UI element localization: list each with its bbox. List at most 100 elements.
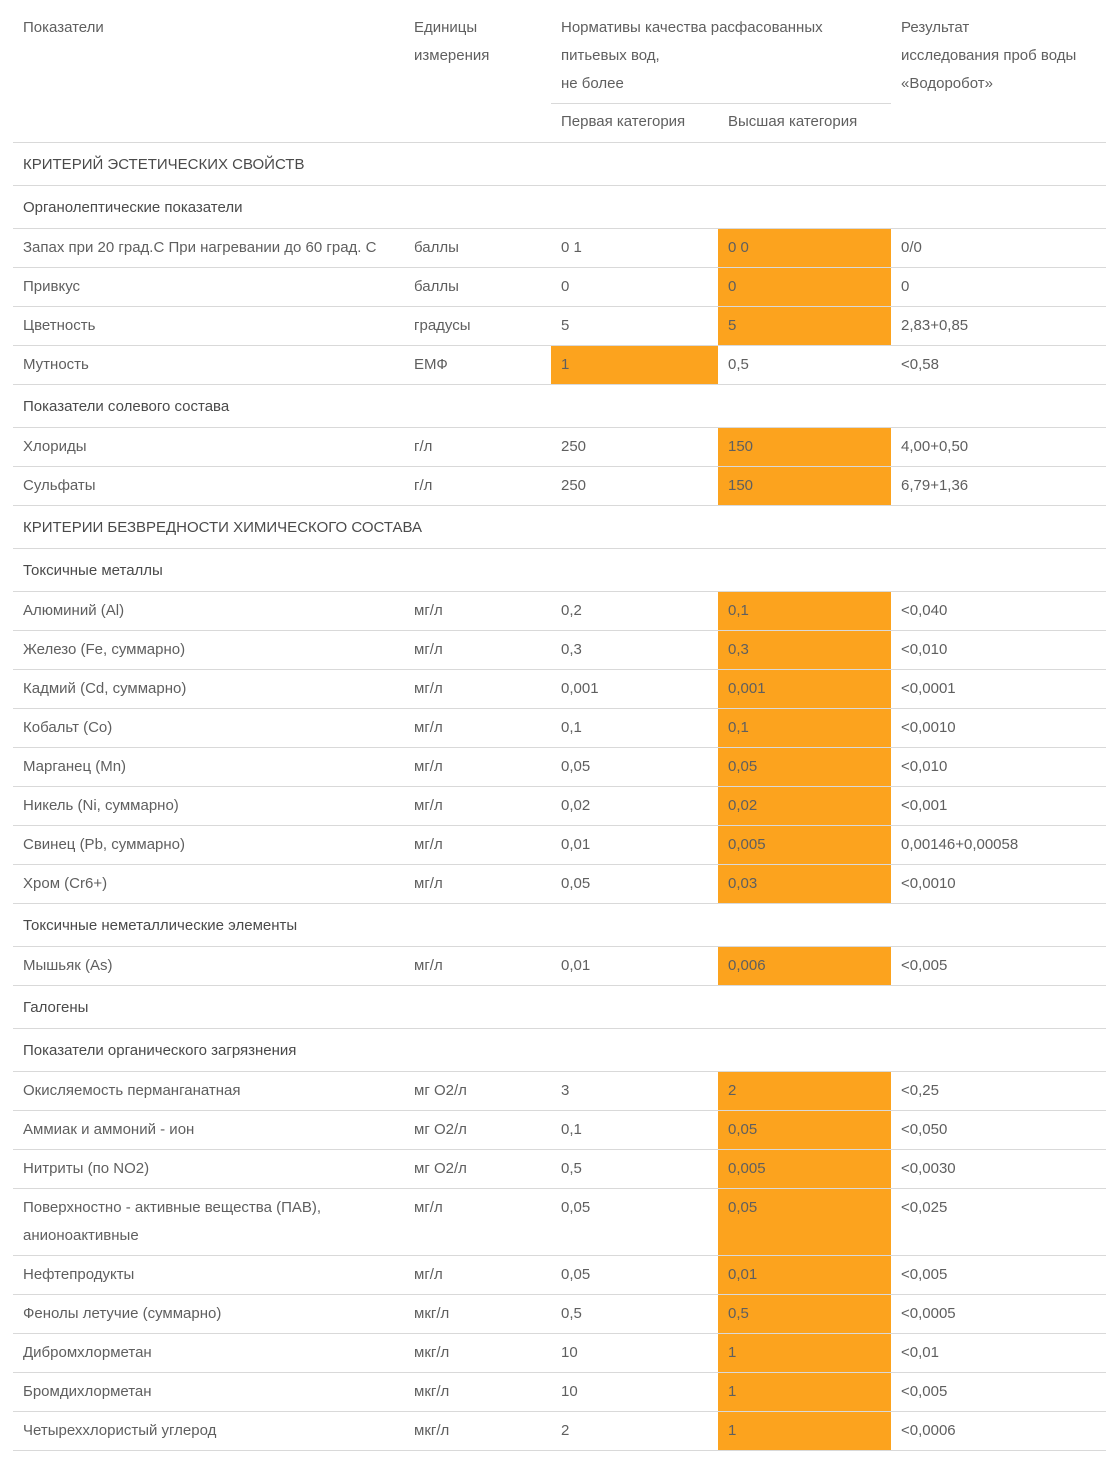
row-first-category: 0,02 — [561, 797, 591, 814]
row-unit: г/л — [414, 438, 433, 455]
row-high-category: 0,03 — [718, 865, 891, 903]
row-unit: мг О2/л — [414, 1121, 467, 1138]
row-unit: мг/л — [414, 875, 443, 892]
row-unit: мкг/л — [414, 1422, 450, 1439]
row-result: 4,00+0,50 — [901, 438, 969, 455]
row-first-category: 0 1 — [561, 239, 582, 256]
table-row: Запах при 20 град.С При нагревании до 60… — [13, 229, 1106, 268]
row-unit: мкг/л — [414, 1344, 450, 1361]
table-row: Железо (Fe, суммарно) мг/л 0,3 0,3 <0,010 — [13, 631, 1106, 670]
row-unit: мг/л — [414, 797, 443, 814]
section-heading: КРИТЕРИЙ ЭСТЕТИЧЕСКИХ СВОЙСТВ — [23, 156, 305, 173]
subsection-heading: Токсичные металлы — [23, 562, 163, 579]
table-row: Алюминий (Al) мг/л 0,2 0,1 <0,040 — [13, 592, 1106, 631]
water-quality-table: Показатели Единицы измерения Нормативы к… — [13, 0, 1106, 1451]
row-high-category: 0,006 — [718, 947, 891, 985]
subsection-heading-row: Показатели солевого состава — [13, 385, 1106, 428]
row-high-category: 0,05 — [718, 748, 891, 786]
row-first-category: 250 — [561, 438, 587, 455]
row-result: <0,25 — [901, 1082, 939, 1099]
row-result: 0 — [901, 278, 910, 295]
row-unit: градусы — [414, 317, 471, 334]
row-unit: мг/л — [414, 836, 443, 853]
table-row: Четыреххлористый углерод мкг/л 2 1 <0,0006 — [13, 1412, 1106, 1451]
row-high-category: 0,1 — [718, 592, 891, 630]
table-row: Нефтепродукты мг/л 0,05 0,01 <0,005 — [13, 1256, 1106, 1295]
row-unit: мг О2/л — [414, 1082, 467, 1099]
row-result: 0/0 — [901, 239, 922, 256]
table-row: Хлориды г/л 250 150 4,00+0,50 — [13, 428, 1106, 467]
row-name: Сульфаты — [23, 477, 96, 494]
row-first-category: 2 — [561, 1422, 570, 1439]
row-high-category: 0,02 — [718, 787, 891, 825]
header-unit-line2: измерения — [414, 47, 490, 64]
row-result: 6,79+1,36 — [901, 477, 969, 494]
row-result: <0,0005 — [901, 1305, 956, 1322]
row-result: <0,010 — [901, 758, 948, 775]
row-high-category: 0,3 — [718, 631, 891, 669]
row-result: <0,0006 — [901, 1422, 956, 1439]
header-high-category: Высшая категория — [728, 113, 858, 130]
row-high-category: 0,01 — [718, 1256, 891, 1294]
row-high-category: 1 — [718, 1334, 891, 1372]
header-divider — [551, 103, 891, 104]
subsection-heading: Показатели органического загрязнения — [23, 1042, 297, 1059]
row-name: Нитриты (по NO2) — [23, 1160, 150, 1177]
row-high-category: 2 — [718, 1072, 891, 1110]
subsection-heading-row: Показатели органического загрязнения — [13, 1029, 1106, 1072]
header-name-text: Показатели — [23, 19, 104, 36]
row-first-category: 0,5 — [561, 1305, 582, 1322]
row-high-category: 150 — [718, 428, 891, 466]
row-result: <0,0001 — [901, 680, 956, 697]
table-row: Кадмий (Cd, суммарно) мг/л 0,001 0,001 <0,00… — [13, 670, 1106, 709]
table-row: Мышьяк (As) мг/л 0,01 0,006 <0,005 — [13, 947, 1106, 986]
header-name: Показатели — [13, 0, 404, 142]
row-first-category: 10 — [561, 1383, 578, 1400]
row-name: Фенолы летучие (суммарно) — [23, 1305, 222, 1322]
row-result: <0,58 — [901, 356, 939, 373]
table-row: Привкус баллы 0 0 0 — [13, 268, 1106, 307]
row-result: <0,040 — [901, 602, 948, 619]
row-high-category: 1 — [718, 1373, 891, 1411]
row-result: <0,050 — [901, 1121, 948, 1138]
row-high-category: 0,005 — [718, 826, 891, 864]
subsection-heading: Галогены — [23, 999, 89, 1016]
row-high-category: 0,1 — [718, 709, 891, 747]
table-row: Марганец (Mn) мг/л 0,05 0,05 <0,010 — [13, 748, 1106, 787]
row-first-category: 0,2 — [561, 602, 582, 619]
row-high-category: 0,001 — [718, 670, 891, 708]
row-name: Мутность — [23, 356, 89, 373]
row-first-category: 3 — [561, 1082, 570, 1099]
row-unit: мг/л — [414, 1266, 443, 1283]
table-header: Показатели Единицы измерения Нормативы к… — [13, 0, 1106, 143]
row-name: Железо (Fe, суммарно) — [23, 641, 186, 658]
row-unit: г/л — [414, 477, 433, 494]
row-unit: баллы — [414, 239, 459, 256]
row-first-category: 0,05 — [561, 758, 591, 775]
row-first-category: 0,3 — [561, 641, 582, 658]
row-high-category: 0 0 — [718, 229, 891, 267]
table-row: Мутность ЕМФ 1 0,5 <0,58 — [13, 346, 1106, 385]
table-row: Хром (Cr6+) мг/л 0,05 0,03 <0,0010 — [13, 865, 1106, 904]
row-name: Хром (Cr6+) — [23, 875, 108, 892]
row-name: Мышьяк (As) — [23, 957, 113, 974]
row-first-category: 0,5 — [561, 1160, 582, 1177]
row-name: Бромдихлорметан — [23, 1383, 152, 1400]
header-norms: Нормативы качества расфасованных питьевы… — [551, 0, 891, 142]
section-heading-row: КРИТЕРИЙ ЭСТЕТИЧЕСКИХ СВОЙСТВ — [13, 143, 1106, 186]
row-unit: мг О2/л — [414, 1160, 467, 1177]
row-name: Нефтепродукты — [23, 1266, 135, 1283]
row-first-category: 5 — [561, 317, 570, 334]
table-body: КРИТЕРИЙ ЭСТЕТИЧЕСКИХ СВОЙСТВ Органолепти… — [13, 143, 1106, 1451]
row-first-category: 0,05 — [561, 1266, 591, 1283]
row-high-category: 0 — [718, 268, 891, 306]
row-name: Никель (Ni, суммарно) — [23, 797, 179, 814]
row-high-category: 0,05 — [718, 1189, 891, 1255]
row-high-category: 1 — [718, 1412, 891, 1450]
header-unit: Единицы измерения — [404, 0, 551, 142]
header-unit-line1: Единицы — [414, 19, 478, 36]
table-row: Кобальт (Co) мг/л 0,1 0,1 <0,0010 — [13, 709, 1106, 748]
row-name: Алюминий (Al) — [23, 602, 125, 619]
row-result: <0,0030 — [901, 1160, 956, 1177]
